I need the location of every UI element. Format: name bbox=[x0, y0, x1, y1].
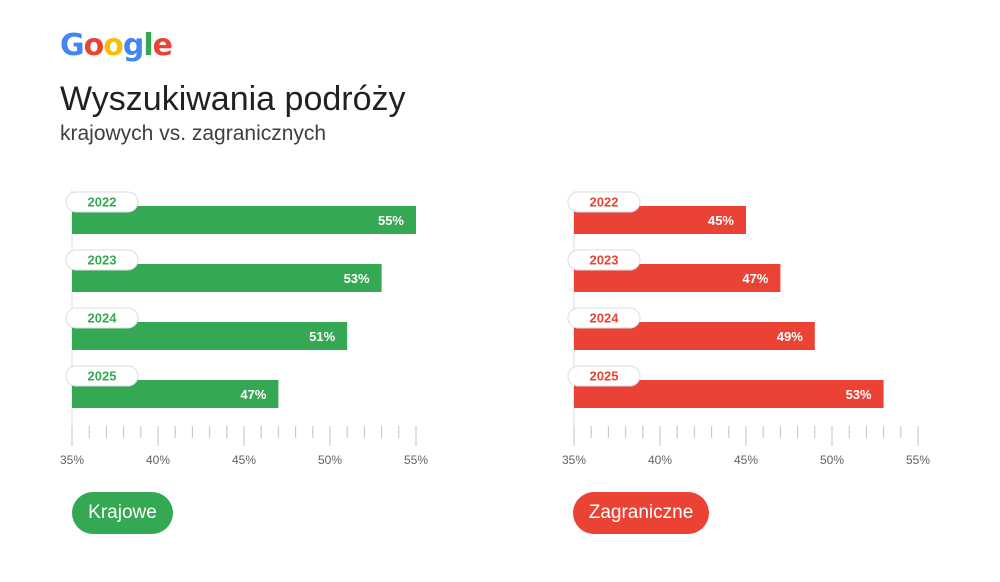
data-label: 53% bbox=[846, 387, 872, 402]
page-subtitle: krajowych vs. zagranicznych bbox=[60, 122, 327, 145]
x-tick-label: 40% bbox=[648, 453, 672, 467]
page-title: Wyszukiwania podróży bbox=[60, 80, 406, 118]
data-label: 55% bbox=[378, 213, 404, 228]
logo-letter: e bbox=[152, 28, 173, 63]
year-tag bbox=[567, 307, 641, 329]
year-tag bbox=[65, 365, 139, 387]
logo-letter: g bbox=[122, 28, 145, 63]
x-tick-label: 35% bbox=[562, 453, 586, 467]
year-tag bbox=[65, 249, 139, 271]
google-logo: Google bbox=[60, 28, 173, 63]
year-label: 2022 bbox=[88, 195, 117, 210]
data-label: 49% bbox=[777, 329, 803, 344]
year-tag bbox=[567, 249, 641, 271]
logo-letter: o bbox=[103, 28, 124, 63]
x-tick-label: 35% bbox=[60, 453, 84, 467]
year-label: 2025 bbox=[88, 369, 117, 384]
year-label: 2024 bbox=[590, 311, 620, 326]
year-tag bbox=[65, 191, 139, 213]
year-label: 2025 bbox=[590, 369, 619, 384]
year-label: 2023 bbox=[590, 253, 619, 268]
year-label: 2023 bbox=[88, 253, 117, 268]
legend-zagraniczne: Zagraniczne bbox=[573, 492, 709, 534]
data-label: 47% bbox=[240, 387, 266, 402]
legend-krajowe: Krajowe bbox=[72, 492, 173, 534]
year-label: 2024 bbox=[88, 311, 118, 326]
year-tag bbox=[65, 307, 139, 329]
data-label: 51% bbox=[309, 329, 335, 344]
x-tick-label: 40% bbox=[146, 453, 170, 467]
x-tick-label: 50% bbox=[820, 453, 844, 467]
data-label: 53% bbox=[344, 271, 370, 286]
x-tick-label: 50% bbox=[318, 453, 342, 467]
logo-letter: l bbox=[143, 28, 153, 63]
data-label: 47% bbox=[742, 271, 768, 286]
logo-letter: G bbox=[60, 28, 85, 63]
x-tick-label: 55% bbox=[404, 453, 428, 467]
x-tick-label: 45% bbox=[734, 453, 758, 467]
year-tag bbox=[567, 365, 641, 387]
year-label: 2022 bbox=[590, 195, 619, 210]
data-label: 45% bbox=[708, 213, 734, 228]
year-tag bbox=[567, 191, 641, 213]
logo-letter: o bbox=[83, 28, 105, 63]
x-tick-label: 45% bbox=[232, 453, 256, 467]
x-tick-label: 55% bbox=[906, 453, 930, 467]
